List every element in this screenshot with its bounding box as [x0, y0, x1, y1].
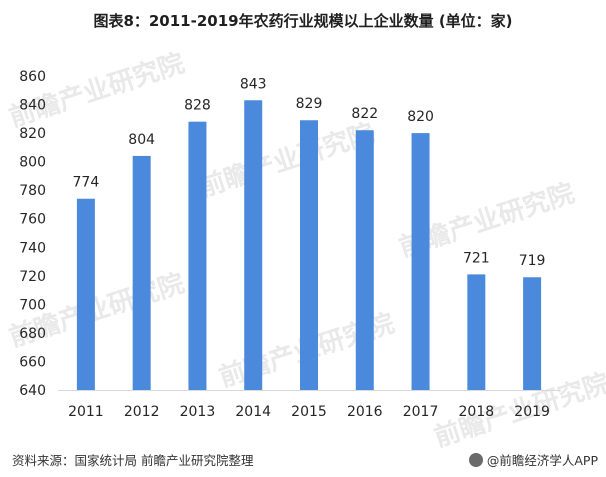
x-tick-label: 2017: [403, 404, 439, 420]
app-logo-icon: [468, 452, 483, 467]
y-tick-label: 840: [19, 98, 46, 114]
data-label: 829: [296, 96, 323, 112]
bar: [76, 198, 95, 390]
x-tick-label: 2012: [124, 404, 160, 420]
bar: [244, 100, 263, 390]
y-tick-label: 680: [19, 326, 46, 342]
y-tick-label: 660: [19, 354, 46, 370]
x-tick-label: 2019: [514, 404, 550, 420]
bar-chart: 640 660 680 700 720 740 760 780 800 820 840 860 774 2…: [19, 69, 560, 420]
bar: [467, 274, 486, 390]
data-label: 820: [407, 109, 434, 125]
data-label: 822: [351, 106, 378, 122]
source-note: 资料来源：国家统计局 前瞻产业研究院整理: [12, 453, 254, 468]
bar: [300, 120, 318, 390]
data-label: 804: [128, 132, 155, 148]
y-tick-label: 720: [19, 269, 46, 285]
y-tick-label: 820: [19, 126, 46, 142]
x-tick-label: 2013: [180, 404, 216, 420]
bar: [188, 121, 207, 390]
y-tick-label: 740: [19, 240, 46, 256]
data-label: 719: [519, 253, 546, 269]
brand-text: @前瞻经济学人APP: [486, 453, 598, 468]
bar: [355, 130, 374, 390]
x-tick-label: 2014: [235, 404, 271, 420]
data-label: 721: [463, 250, 490, 266]
x-tick-label: 2015: [291, 404, 327, 420]
data-label: 843: [240, 76, 267, 92]
y-tick-label: 780: [19, 183, 46, 199]
y-tick-label: 860: [19, 69, 46, 85]
bar: [523, 277, 542, 390]
x-tick-label: 2018: [459, 404, 495, 420]
bar: [411, 133, 430, 390]
data-label: 774: [73, 175, 100, 191]
data-label: 828: [184, 98, 211, 114]
y-tick-label: 700: [19, 297, 46, 313]
brand-credit: @前瞻经济学人APP: [468, 450, 598, 469]
y-tick-label: 760: [19, 212, 46, 228]
bar: [132, 155, 151, 390]
y-tick-label: 800: [19, 155, 46, 171]
chart-title: 图表8：2011-2019年农药行业规模以上企业数量 (单位：家): [93, 12, 513, 30]
x-tick-label: 2016: [347, 404, 383, 420]
y-tick-label: 640: [19, 383, 46, 399]
x-tick-label: 2011: [68, 404, 104, 420]
